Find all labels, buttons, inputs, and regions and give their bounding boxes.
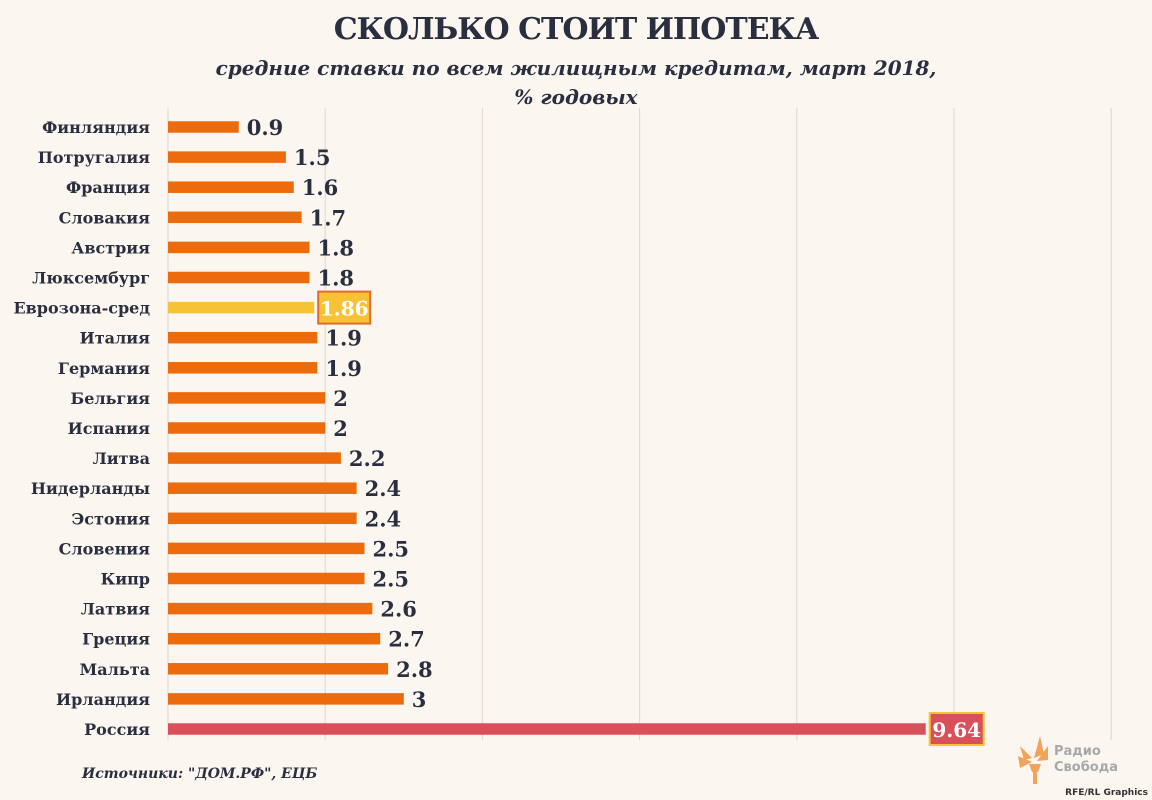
value-label: 9.64: [932, 718, 981, 742]
category-label: Нидерланды: [31, 479, 150, 498]
value-label: 1.5: [294, 145, 331, 170]
category-label: Франция: [66, 178, 150, 197]
value-label: 2.5: [373, 567, 410, 592]
category-label: Словакия: [59, 208, 151, 227]
bar: [168, 663, 389, 675]
chart-subtitle: средние ставки по всем жилищным кредитам…: [0, 54, 1152, 112]
category-label: Латвия: [81, 600, 150, 619]
bar: [168, 693, 404, 705]
category-label: Люксембург: [32, 269, 150, 288]
category-label: Австрия: [71, 238, 150, 257]
category-label: Кипр: [101, 570, 150, 589]
value-label: 1.6: [302, 175, 339, 200]
value-label: 2.6: [380, 597, 417, 622]
category-label: Германия: [58, 359, 150, 378]
value-label: 1.8: [317, 235, 354, 260]
category-label: Греция: [82, 630, 150, 649]
value-label: 1.86: [320, 297, 369, 321]
chart-title: СКОЛЬКО СТОИТ ИПОТЕКА: [333, 12, 820, 47]
category-label: Потругалия: [38, 148, 150, 167]
subtitle-line-1: средние ставки по всем жилищным кредитам…: [215, 56, 937, 80]
value-label: 2.7: [388, 627, 425, 652]
category-label: Литва: [93, 449, 150, 468]
category-label: Эстония: [72, 509, 151, 528]
category-label: Финляндия: [42, 118, 150, 137]
value-label: 3: [412, 687, 427, 712]
bar: [168, 572, 365, 585]
radio-svoboda-logo: Радио Свобода: [1010, 728, 1120, 788]
logo-text: Радио Свобода: [1054, 744, 1118, 776]
value-label-box: [317, 290, 372, 325]
bar: [168, 211, 302, 224]
value-label: 2.5: [373, 536, 410, 561]
value-label: 1.9: [325, 326, 362, 351]
category-label: Еврозона-сред: [13, 299, 150, 318]
bar: [168, 121, 239, 133]
source-note: Источники: "ДОМ.РФ", ЕЦБ: [82, 766, 318, 782]
bar: [168, 602, 373, 615]
value-label-box: [928, 712, 985, 746]
bar: [168, 362, 318, 374]
bar: [168, 271, 310, 284]
value-label: 0.9: [247, 115, 284, 140]
category-label: Испания: [68, 419, 151, 438]
bar: [168, 151, 286, 163]
category-label: Словения: [59, 539, 151, 558]
category-label: Россия: [84, 720, 150, 739]
bar: [168, 452, 341, 464]
logo-line-2: Свобода: [1054, 760, 1118, 775]
torch-icon: [1018, 736, 1048, 784]
bar: [168, 392, 326, 404]
subtitle-line-2: % годовых: [514, 85, 638, 109]
value-label: 2: [333, 386, 348, 411]
value-label: 2: [333, 416, 348, 441]
value-label: 1.8: [317, 266, 354, 291]
bar: [168, 723, 926, 735]
bar: [168, 512, 357, 525]
value-label: 1.7: [310, 205, 347, 230]
value-label: 2.8: [396, 657, 433, 682]
bar: [168, 301, 315, 314]
bar: [168, 542, 365, 555]
category-label: Ирландия: [56, 690, 150, 709]
category-label: Бельгия: [71, 389, 151, 408]
value-label: 2.2: [349, 446, 386, 471]
value-label: 1.9: [325, 356, 362, 381]
bar: [168, 241, 310, 254]
value-label: 2.4: [365, 506, 402, 531]
logo-line-1: Радио: [1054, 744, 1101, 759]
bar: [168, 331, 318, 344]
bar: [168, 181, 294, 193]
category-label: Мальта: [80, 660, 151, 679]
graphics-credit: RFE/RL Graphics: [1065, 788, 1148, 798]
bar: [168, 482, 357, 494]
bar: [168, 632, 381, 645]
value-label: 2.4: [365, 476, 402, 501]
bar: [168, 422, 326, 434]
category-label: Италия: [80, 329, 151, 348]
